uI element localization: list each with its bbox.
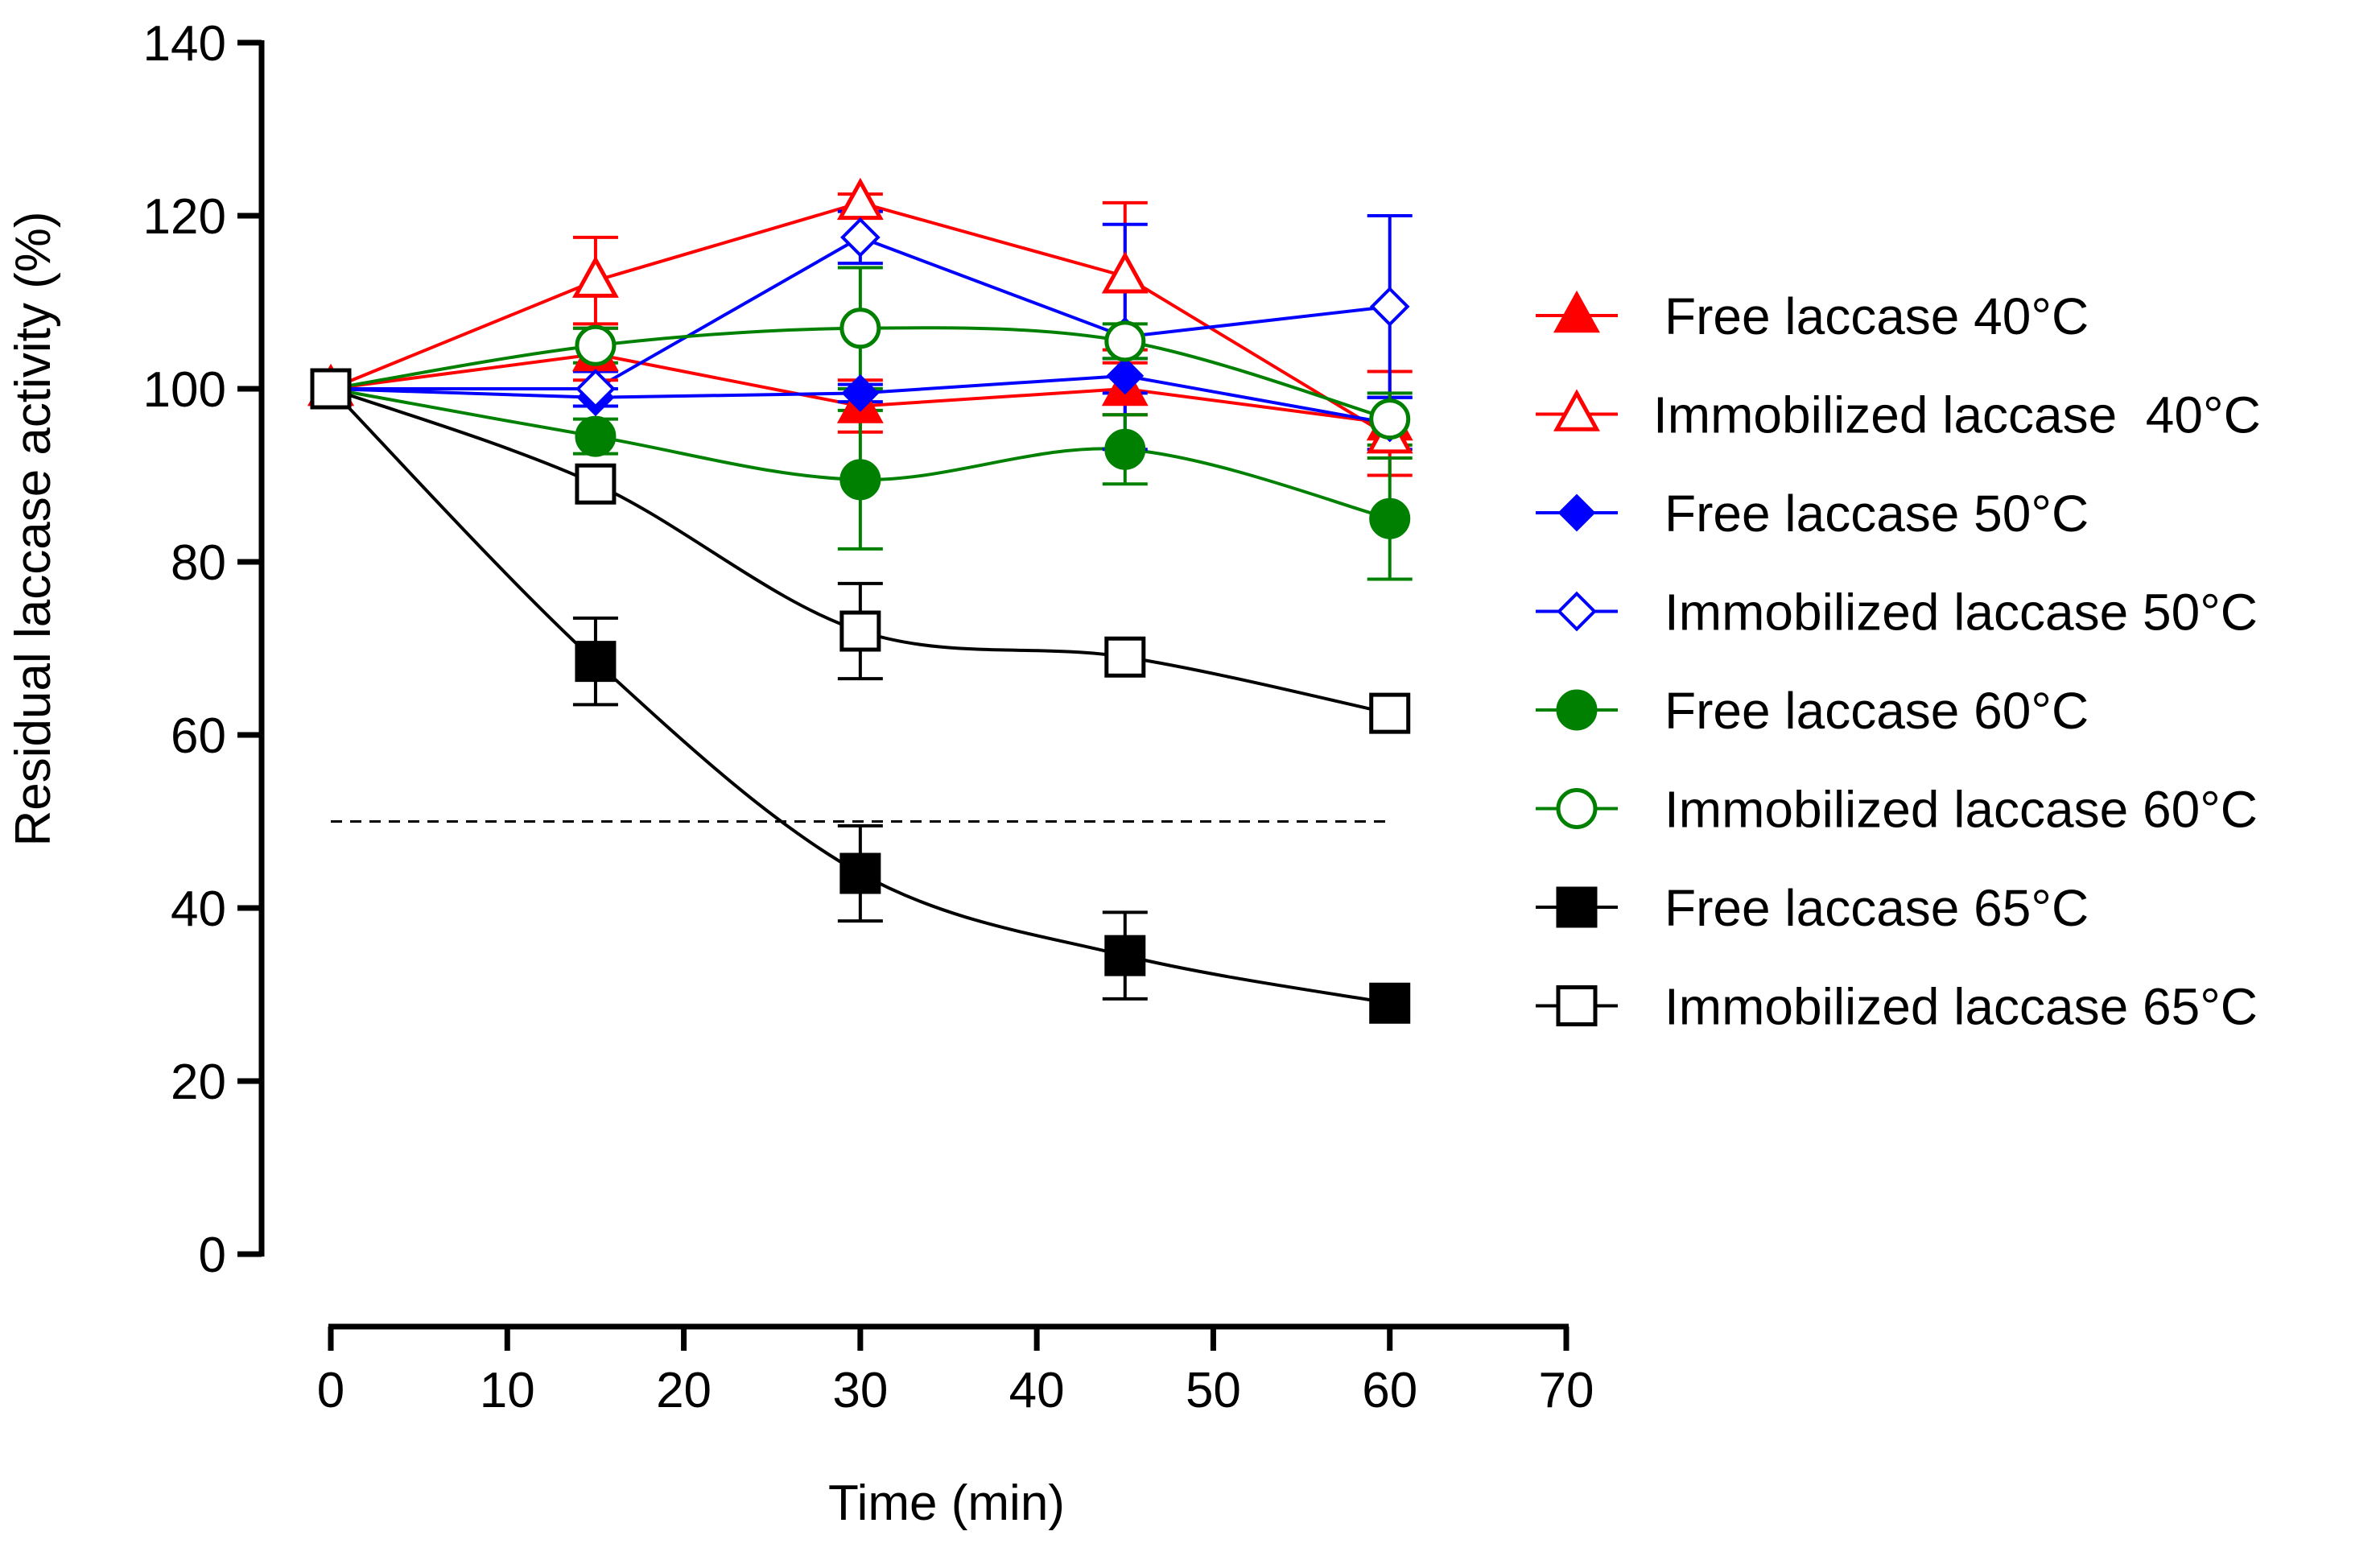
- legend-item-free-laccase-60c: Free laccase 60°C: [1536, 682, 2089, 740]
- data-point-immobilized-laccase-65c: [1104, 636, 1146, 678]
- x-axis-title: Time (min): [828, 1476, 1065, 1531]
- legend: Free laccase 40°C Immobilized laccase 40°…: [1536, 287, 2261, 1036]
- x-tick-label: 60: [1362, 1363, 1417, 1418]
- legend-label-immobilized-laccase-65c: Immobilized laccase 65°C: [1664, 978, 2258, 1036]
- data-point-immobilized-laccase-60c: [839, 307, 881, 349]
- legend-marker-immobilized-laccase-50c: [1557, 591, 1597, 632]
- data-point-immobilized-laccase-60c: [1369, 398, 1411, 440]
- error-bars: [572, 192, 1413, 1001]
- y-tick-label: 140: [143, 16, 226, 72]
- x-tick-label: 40: [1009, 1363, 1065, 1418]
- legend-label-free-laccase-60c: Free laccase 60°C: [1664, 682, 2089, 740]
- data-point-immobilized-laccase-40c: [571, 255, 619, 298]
- legend-label-immobilized-laccase-50c: Immobilized laccase 50°C: [1664, 584, 2258, 642]
- legend-label-free-laccase-65c: Free laccase 65°C: [1664, 879, 2089, 937]
- legend-marker-immobilized-laccase-60c: [1556, 788, 1598, 829]
- y-tick-label: 60: [171, 708, 226, 764]
- data-point-immobilized-laccase-40c: [1101, 251, 1149, 294]
- data-point-free-laccase-65c: [839, 852, 881, 894]
- data-point-free-laccase-60c: [575, 415, 617, 457]
- y-tick-label: 40: [171, 881, 226, 937]
- legend-label-free-laccase-50c: Free laccase 50°C: [1664, 485, 2089, 543]
- legend-item-immobilized-laccase-40c: Immobilized laccase 40°C: [1536, 386, 2261, 444]
- legend-item-free-laccase-65c: Free laccase 65°C: [1536, 879, 2089, 937]
- x-tick-label: 10: [480, 1363, 535, 1418]
- data-point-immobilized-laccase-50c: [575, 369, 616, 409]
- y-tick-label: 120: [143, 189, 226, 245]
- x-tick-label: 70: [1539, 1363, 1594, 1418]
- legend-marker-free-laccase-40c: [1553, 290, 1600, 333]
- data-point-immobilized-laccase-65c: [575, 463, 617, 505]
- legend-item-free-laccase-40c: Free laccase 40°C: [1536, 287, 2089, 345]
- legend-marker-free-laccase-60c: [1556, 689, 1598, 731]
- legend-marker-immobilized-laccase-40c: [1553, 389, 1600, 431]
- x-tick-label: 30: [832, 1363, 888, 1418]
- legend-marker-free-laccase-50c: [1557, 493, 1596, 532]
- legend-label-immobilized-laccase-60c: Immobilized laccase 60°C: [1664, 781, 2258, 839]
- y-tick-label: 80: [171, 535, 226, 591]
- data-point-immobilized-laccase-40c: [836, 177, 884, 221]
- data-point-immobilized-laccase-50c: [1369, 287, 1410, 327]
- legend-item-immobilized-laccase-65c: Immobilized laccase 65°C: [1536, 978, 2258, 1036]
- data-point-immobilized-laccase-60c: [1104, 320, 1146, 362]
- legend-label-free-laccase-40c: Free laccase 40°C: [1664, 287, 2089, 345]
- legend-item-free-laccase-50c: Free laccase 50°C: [1536, 485, 2089, 543]
- data-point-immobilized-laccase-65c: [839, 610, 881, 652]
- data-points: [307, 177, 1413, 1024]
- x-tick-label: 0: [317, 1363, 344, 1418]
- legend-item-immobilized-laccase-60c: Immobilized laccase 60°C: [1536, 781, 2258, 839]
- y-axis-title: Residual laccase activity (%): [6, 211, 61, 846]
- legend-item-immobilized-laccase-50c: Immobilized laccase 50°C: [1536, 584, 2258, 642]
- y-tick-label: 20: [171, 1055, 226, 1110]
- data-point-free-laccase-60c: [1369, 497, 1411, 539]
- data-point-free-laccase-65c: [575, 641, 617, 683]
- axes: 0 20 40 60 80 100 120 140 0 10 20 30 40 50 60 70: [143, 16, 1594, 1418]
- legend-marker-free-laccase-65c: [1556, 886, 1598, 928]
- data-point-free-laccase-60c: [1104, 428, 1146, 470]
- x-tick-label: 50: [1186, 1363, 1241, 1418]
- data-point-free-laccase-65c: [1104, 935, 1146, 976]
- legend-marker-immobilized-laccase-65c: [1556, 985, 1598, 1026]
- data-point-free-laccase-50c: [1106, 357, 1145, 395]
- data-point-immobilized-laccase-65c: [1369, 692, 1411, 734]
- data-point-immobilized-laccase-65c: [310, 368, 352, 410]
- data-point-free-laccase-65c: [1369, 982, 1411, 1024]
- y-tick-label: 100: [143, 362, 226, 418]
- legend-label-immobilized-laccase-40c: Immobilized laccase 40°C: [1653, 386, 2261, 444]
- data-point-immobilized-laccase-50c: [840, 217, 881, 258]
- data-point-free-laccase-60c: [839, 459, 881, 501]
- x-tick-label: 20: [656, 1363, 712, 1418]
- data-point-immobilized-laccase-60c: [575, 324, 617, 366]
- y-tick-label: 0: [199, 1228, 226, 1283]
- data-point-free-laccase-50c: [841, 374, 880, 412]
